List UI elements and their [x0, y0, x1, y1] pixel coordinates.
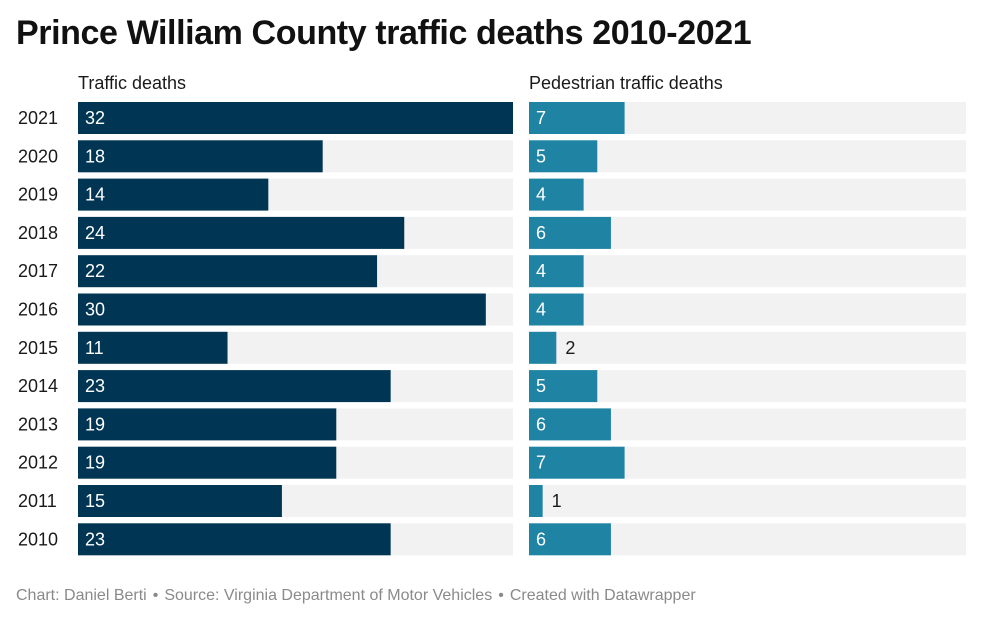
pedestrian-bar-2011	[529, 485, 543, 517]
traffic-bar-2019	[78, 178, 269, 211]
pedestrian-value-label: 6	[536, 223, 546, 243]
year-label: 2015	[18, 338, 58, 358]
pedestrian-bar-2017	[529, 255, 584, 288]
year-label: 2010	[18, 529, 58, 549]
pedestrian-value-label: 2	[565, 338, 575, 358]
traffic-panel-header: Traffic deaths	[78, 73, 186, 93]
year-label: 2011	[18, 491, 57, 511]
pedestrian-bar-track	[529, 370, 966, 403]
pedestrian-bar-2021	[529, 102, 625, 134]
year-label: 2020	[18, 146, 58, 166]
traffic-value-label: 23	[85, 376, 105, 396]
footer-created-with: Created with Datawrapper	[509, 587, 696, 604]
pedestrian-bar-2015	[529, 331, 557, 364]
footer-source: Source: Virginia Department of Motor Veh…	[164, 587, 493, 604]
year-label: 2018	[18, 223, 58, 243]
pedestrian-value-label: 4	[536, 300, 546, 320]
pedestrian-bar-track	[529, 255, 966, 288]
traffic-value-label: 19	[85, 414, 105, 434]
traffic-value-label: 23	[85, 529, 105, 549]
traffic-value-label: 11	[85, 338, 104, 358]
pedestrian-value-label: 6	[536, 414, 546, 434]
traffic-bar-2020	[78, 140, 323, 173]
year-label: 2019	[18, 185, 58, 205]
traffic-value-label: 18	[85, 146, 105, 166]
footer-chart-by: Chart: Daniel Berti	[16, 587, 147, 604]
traffic-bar-2021	[78, 102, 513, 134]
pedestrian-bar-2020	[529, 140, 598, 173]
pedestrian-value-label: 7	[536, 108, 546, 128]
traffic-value-label: 14	[85, 185, 105, 205]
traffic-bar-2010	[78, 523, 391, 556]
pedestrian-panel-header: Pedestrian traffic deaths	[529, 73, 723, 93]
pedestrian-value-label: 1	[552, 491, 562, 511]
pedestrian-bar-track	[529, 485, 966, 517]
traffic-bar-2018	[78, 216, 405, 249]
footer-separator: •	[498, 587, 504, 604]
year-label: 2021	[18, 108, 58, 128]
traffic-bar-2011	[78, 485, 282, 517]
traffic-value-label: 15	[85, 491, 105, 511]
traffic-bar-2015	[78, 331, 228, 364]
traffic-bar-2014	[78, 370, 391, 403]
traffic-bar-2013	[78, 408, 337, 441]
traffic-bar-2017	[78, 255, 378, 288]
traffic-bar-2016	[78, 293, 486, 326]
traffic-value-label: 30	[85, 300, 105, 320]
pedestrian-bar-2013	[529, 408, 611, 441]
pedestrian-bar-2018	[529, 216, 611, 249]
pedestrian-bar-track	[529, 293, 966, 326]
pedestrian-value-label: 4	[536, 261, 546, 281]
pedestrian-bar-2014	[529, 370, 598, 403]
traffic-value-label: 19	[85, 453, 105, 473]
chart-footer: Chart: Daniel Berti • Source: Virginia Dep…	[16, 587, 696, 605]
year-label: 2017	[18, 261, 58, 281]
pedestrian-value-label: 5	[536, 376, 546, 396]
pedestrian-value-label: 7	[536, 453, 546, 473]
pedestrian-bar-2010	[529, 523, 611, 556]
traffic-value-label: 22	[85, 261, 105, 281]
year-label: 2016	[18, 300, 58, 320]
pedestrian-bar-track	[529, 331, 966, 364]
traffic-value-label: 32	[85, 108, 105, 128]
pedestrian-value-label: 5	[536, 146, 546, 166]
traffic-value-label: 24	[85, 223, 105, 243]
year-label: 2013	[18, 414, 58, 434]
chart-title: Prince William County traffic deaths 201…	[16, 14, 752, 52]
year-label: 2012	[18, 453, 58, 473]
pedestrian-bar-2016	[529, 293, 584, 326]
year-label: 2014	[18, 376, 58, 396]
pedestrian-bar-track	[529, 140, 966, 173]
bar-chart: 2021 2020 2019 2018 2017 2016 2015 2014 2013 2012…	[18, 73, 966, 556]
traffic-bar-2012	[78, 446, 337, 479]
footer-separator: •	[152, 587, 159, 604]
pedestrian-bar-2019	[529, 178, 584, 211]
pedestrian-value-label: 4	[536, 185, 546, 205]
pedestrian-bar-track	[529, 178, 966, 211]
pedestrian-value-label: 6	[536, 529, 546, 549]
pedestrian-bar-2012	[529, 446, 625, 479]
